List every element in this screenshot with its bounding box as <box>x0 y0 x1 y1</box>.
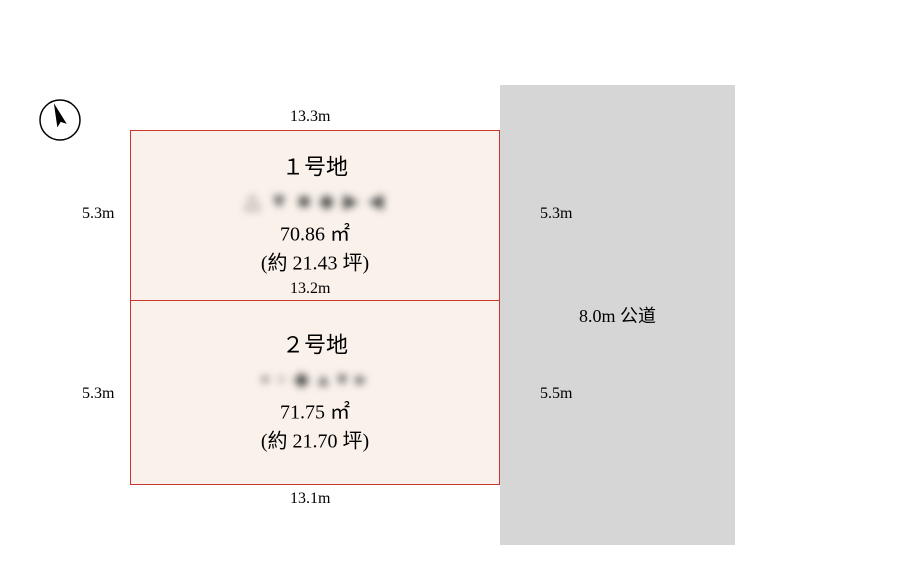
lot-1-blurred: △ ▼ ■ ◆ ▶ ◀ <box>245 189 385 216</box>
public-road: 8.0m 公道 <box>500 85 735 545</box>
lot-1-tsubo: (約 21.43 坪) <box>245 251 385 278</box>
lot-2: ２号地 ▪ ▫ ◆ ▴ ▾ ▸ 71.75 ㎡ (約 21.70 坪) <box>131 300 499 486</box>
diagram-stage: 8.0m 公道 １号地 △ ▼ ■ ◆ ▶ ◀ 70.86 ㎡ (約 21.43… <box>0 0 900 586</box>
lot-2-content: ２号地 ▪ ▫ ◆ ▴ ▾ ▸ 71.75 ㎡ (約 21.70 坪) <box>261 330 369 455</box>
road-label: 8.0m 公道 <box>579 302 656 328</box>
lot-1-content: １号地 △ ▼ ■ ◆ ▶ ◀ 70.86 ㎡ (約 21.43 坪) <box>245 153 385 278</box>
dim-mid: 13.2m <box>290 280 330 298</box>
dim-left-lower: 5.3m <box>82 385 114 403</box>
dim-bottom: 13.1m <box>290 490 330 508</box>
lot-2-area: 71.75 ㎡ <box>261 399 369 426</box>
compass-icon <box>38 98 82 147</box>
dim-top: 13.3m <box>290 108 330 126</box>
lot-2-tsubo: (約 21.70 坪) <box>261 428 369 455</box>
lot-1-area: 70.86 ㎡ <box>245 222 385 249</box>
lot-1: １号地 △ ▼ ■ ◆ ▶ ◀ 70.86 ㎡ (約 21.43 坪) <box>131 131 499 300</box>
plot-block: １号地 △ ▼ ■ ◆ ▶ ◀ 70.86 ㎡ (約 21.43 坪) ２号地 … <box>130 130 500 485</box>
dim-left-upper: 5.3m <box>82 205 114 223</box>
lot-2-title: ２号地 <box>261 330 369 360</box>
lot-2-blurred: ▪ ▫ ◆ ▴ ▾ ▸ <box>261 366 369 393</box>
dim-right-upper: 5.3m <box>540 205 572 223</box>
dim-right-lower: 5.5m <box>540 385 572 403</box>
lot-1-title: １号地 <box>245 153 385 183</box>
